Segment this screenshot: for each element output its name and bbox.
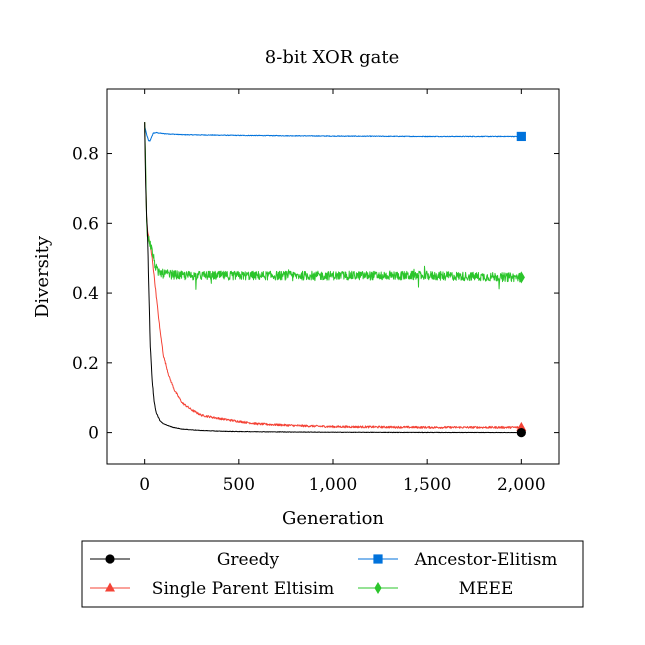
- series-end-marker: [516, 421, 527, 431]
- x-tick-label: 500: [223, 475, 255, 495]
- y-axis-label: Diversity: [32, 235, 53, 318]
- series-line-ancestor-elitism: [144, 125, 522, 142]
- legend-frame: [81, 540, 584, 608]
- legend-label: MEEE: [459, 579, 514, 599]
- legend-entries: Greedy Ancestor-Elitism Single Parent Elti…: [90, 550, 557, 599]
- series-line-single-parent-eltisim: [144, 122, 522, 429]
- legend-marker: [105, 582, 115, 592]
- series-line-meee: [144, 122, 522, 290]
- y-tick-label: 0.2: [72, 354, 99, 374]
- series-layer: [144, 122, 527, 438]
- series-end-marker: [517, 271, 525, 284]
- legend-marker: [373, 554, 383, 564]
- y-tick-label: 0: [88, 424, 99, 444]
- legend: Greedy Ancestor-Elitism Single Parent Elti…: [81, 540, 584, 608]
- x-tick-label: 0: [139, 475, 150, 495]
- ticks-layer: 0 500 1,000 1,500 2,000 0 0.2 0.4 0.6 0.8: [72, 89, 559, 495]
- chart-title: 8-bit XOR gate: [265, 47, 399, 68]
- legend-marker: [374, 582, 382, 594]
- x-tick-label: 1,000: [309, 475, 358, 495]
- series-end-marker: [516, 428, 526, 438]
- legend-label: Greedy: [217, 550, 280, 570]
- series-end-marker: [516, 131, 526, 142]
- y-tick-label: 0.6: [72, 214, 99, 234]
- x-axis-label: Generation: [282, 508, 384, 529]
- legend-marker: [105, 554, 115, 564]
- x-tick-label: 1,500: [403, 475, 452, 495]
- legend-label: Single Parent Eltisim: [152, 579, 334, 599]
- y-tick-label: 0.4: [72, 284, 99, 304]
- series-line-greedy: [144, 122, 522, 434]
- y-tick-label: 0.8: [72, 145, 99, 165]
- x-tick-label: 2,000: [497, 475, 546, 495]
- legend-label: Ancestor-Elitism: [414, 550, 558, 570]
